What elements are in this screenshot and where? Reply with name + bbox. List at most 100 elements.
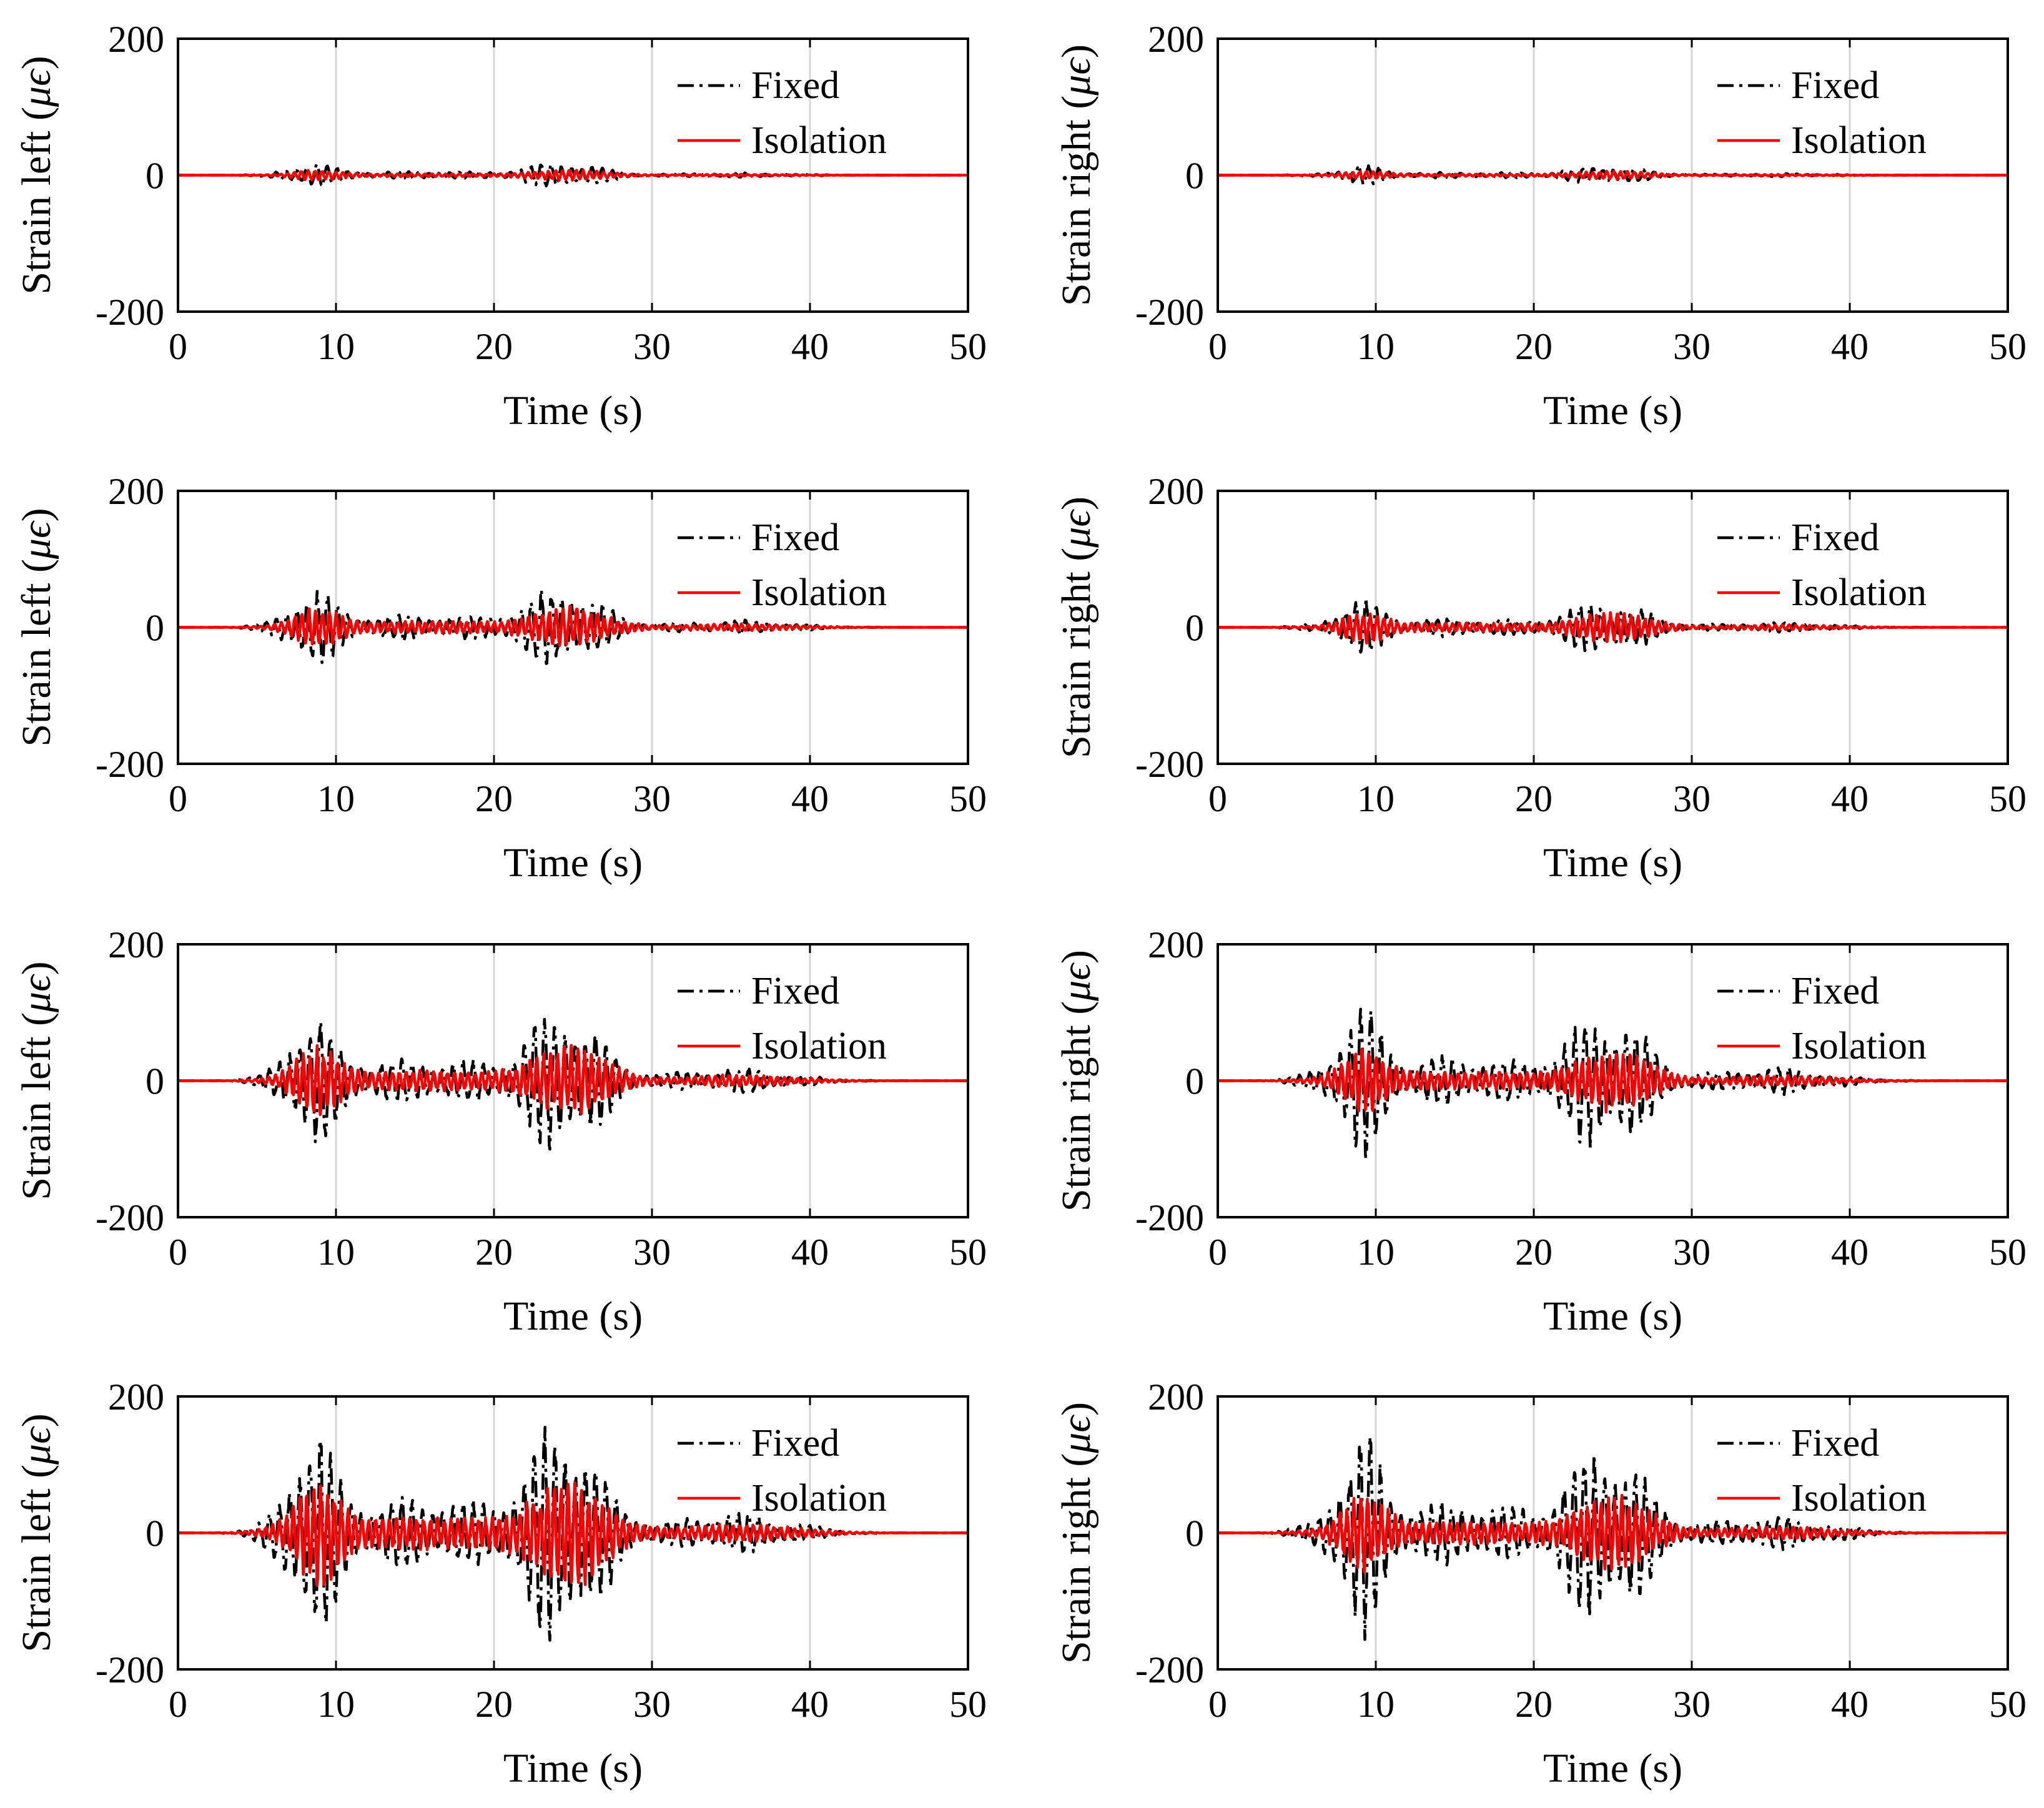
axis-frame: [1217, 943, 2009, 1218]
x-tick-label: 40: [1831, 326, 1869, 367]
y-tick-label: -200: [96, 744, 164, 785]
x-tick-label: 40: [791, 1232, 829, 1273]
x-tick-label: 50: [949, 326, 987, 367]
y-tick-label: 200: [1148, 1376, 1204, 1418]
y-tick-label: 200: [108, 924, 164, 966]
y-tick-label: 0: [1185, 156, 1204, 197]
x-tick-label: 50: [1989, 1232, 2027, 1273]
series-isolation-line: [177, 1481, 969, 1587]
legend-isolation-label: Isolation: [1791, 1025, 1927, 1067]
y-tick-label: 200: [1148, 924, 1204, 966]
y-axis-label: Strain left (μϵ): [14, 961, 59, 1200]
y-tick-label: 200: [108, 1376, 164, 1418]
series-fixed-line: [177, 1426, 969, 1642]
y-axis-label-unit: μϵ: [1054, 57, 1099, 96]
legend-isolation-label: Isolation: [751, 571, 887, 614]
y-axis-label: Strain right (μϵ): [1054, 496, 1099, 758]
y-tick-label: 200: [108, 471, 164, 512]
y-axis-label-close: ): [1054, 950, 1099, 964]
y-axis-label: Strain right (μϵ): [1054, 950, 1099, 1212]
x-tick-label: 20: [475, 1232, 513, 1273]
x-tick-label: 30: [1673, 1684, 1711, 1725]
y-axis-label: Strain left (μϵ): [14, 1413, 59, 1652]
x-tick-label: 20: [1515, 326, 1553, 367]
y-axis-label-close: ): [14, 56, 59, 69]
series-isolation-line: [177, 169, 969, 182]
legend-fixed-label: Fixed: [1791, 516, 1879, 559]
x-tick-label: 30: [1673, 778, 1711, 819]
series-isolation-line: [177, 605, 969, 648]
y-axis-label-close: ): [1054, 496, 1099, 510]
x-tick-label: 20: [1515, 1232, 1553, 1273]
legend-isolation-label: Isolation: [751, 119, 887, 162]
x-axis-label: Time (s): [503, 1293, 643, 1339]
legend-isolation-label: Isolation: [1791, 119, 1927, 162]
x-tick-label: 30: [633, 326, 671, 367]
x-axis-label: Time (s): [503, 840, 643, 886]
legend-fixed-label: Fixed: [1791, 970, 1879, 1012]
y-tick-label: -200: [96, 292, 164, 333]
axis-frame: [177, 37, 969, 313]
x-tick-label: 10: [317, 326, 355, 367]
legend-fixed-label: Fixed: [1791, 64, 1879, 107]
x-tick-label: 50: [1989, 1684, 2027, 1725]
x-tick-label: 20: [1515, 778, 1553, 819]
x-tick-label: 40: [791, 326, 829, 367]
y-tick-label: -200: [1135, 1649, 1204, 1691]
series-isolation-line: [177, 1044, 969, 1117]
x-tick-label: 0: [1208, 326, 1227, 367]
y-axis-label-text: Strain left (: [14, 107, 59, 295]
y-axis-label-unit: μϵ: [14, 520, 59, 560]
axis-frame: [177, 943, 969, 1218]
x-tick-label: 50: [1989, 326, 2027, 367]
x-tick-label: 20: [1515, 1684, 1553, 1725]
x-tick-label: 10: [317, 1232, 355, 1273]
y-axis-label-close: ): [14, 1413, 59, 1427]
x-tick-label: 10: [317, 778, 355, 819]
axis-frame: [1217, 1395, 2009, 1671]
series-isolation-line: [1217, 1493, 2009, 1574]
y-axis-label-close: ): [1054, 44, 1099, 58]
y-axis-label-unit: μϵ: [14, 68, 59, 107]
y-axis-label-text: Strain right (: [1054, 548, 1099, 758]
x-tick-label: 30: [633, 1684, 671, 1725]
y-axis-label-text: Strain right (: [1054, 1453, 1099, 1664]
y-axis-label-text: Strain left (: [14, 1465, 59, 1652]
x-tick-label: 40: [791, 778, 829, 819]
x-tick-label: 50: [1989, 778, 2027, 819]
y-tick-label: 0: [146, 1061, 164, 1102]
x-tick-label: 40: [1831, 778, 1869, 819]
y-tick-label: 0: [1185, 1061, 1204, 1102]
x-tick-label: 30: [1673, 326, 1711, 367]
y-tick-label: -200: [1135, 744, 1204, 785]
y-axis-label: Strain right (μϵ): [1054, 44, 1099, 306]
y-tick-label: 0: [1185, 608, 1204, 649]
series-fixed-line: [1217, 1435, 2009, 1641]
y-tick-label: -200: [96, 1197, 164, 1238]
x-tick-label: 40: [1831, 1232, 1869, 1273]
y-axis-label: Strain right (μϵ): [1054, 1402, 1099, 1664]
x-tick-label: 0: [169, 778, 187, 819]
x-tick-label: 30: [633, 1232, 671, 1273]
y-axis-label-text: Strain left (: [14, 559, 59, 747]
axis-frame: [177, 1395, 969, 1671]
x-tick-label: 10: [1357, 326, 1395, 367]
y-axis-label-unit: μϵ: [1054, 509, 1099, 548]
y-tick-label: 200: [1148, 471, 1204, 512]
legend-fixed-label: Fixed: [751, 64, 839, 107]
x-tick-label: 50: [949, 778, 987, 819]
axis-frame: [1217, 490, 2009, 765]
x-tick-label: 0: [169, 1684, 187, 1725]
legend-fixed-label: Fixed: [1791, 1422, 1879, 1465]
axis-frame: [177, 490, 969, 765]
y-axis-label-close: ): [14, 508, 59, 521]
legend-isolation-label: Isolation: [751, 1477, 887, 1519]
y-axis-label: Strain left (μϵ): [14, 508, 59, 746]
y-axis-label-text: Strain right (: [1054, 1001, 1099, 1212]
